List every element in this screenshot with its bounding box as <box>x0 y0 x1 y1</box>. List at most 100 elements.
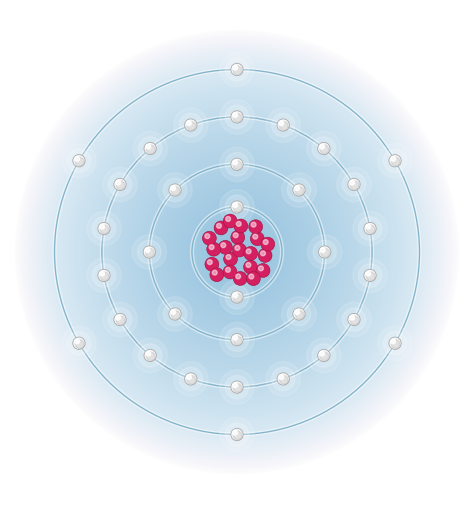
Circle shape <box>169 308 181 321</box>
Circle shape <box>391 157 395 162</box>
Circle shape <box>133 132 167 167</box>
Circle shape <box>225 240 249 265</box>
Circle shape <box>94 110 380 395</box>
Circle shape <box>61 77 413 428</box>
Circle shape <box>249 275 259 285</box>
Circle shape <box>120 136 354 369</box>
Circle shape <box>145 248 150 253</box>
Circle shape <box>215 230 259 275</box>
Circle shape <box>226 269 236 278</box>
Circle shape <box>201 217 273 288</box>
Circle shape <box>233 67 242 76</box>
Circle shape <box>197 213 277 292</box>
Circle shape <box>220 190 254 225</box>
Circle shape <box>132 148 342 357</box>
Circle shape <box>244 247 258 261</box>
Circle shape <box>158 174 316 331</box>
Circle shape <box>75 157 80 162</box>
Circle shape <box>205 258 219 272</box>
Circle shape <box>91 107 383 398</box>
Circle shape <box>64 80 410 425</box>
Circle shape <box>116 181 120 185</box>
Circle shape <box>133 149 341 356</box>
Circle shape <box>307 132 341 167</box>
Circle shape <box>108 173 132 197</box>
Circle shape <box>279 122 284 126</box>
Circle shape <box>20 36 454 469</box>
Circle shape <box>107 122 367 383</box>
Circle shape <box>151 167 323 338</box>
Circle shape <box>87 259 121 293</box>
Circle shape <box>173 109 208 143</box>
Circle shape <box>147 163 327 342</box>
Circle shape <box>277 373 289 385</box>
Circle shape <box>128 143 346 362</box>
Circle shape <box>187 203 287 302</box>
Circle shape <box>169 184 181 197</box>
Circle shape <box>353 212 387 246</box>
Circle shape <box>234 234 243 244</box>
Circle shape <box>131 147 343 358</box>
Circle shape <box>97 113 377 392</box>
Circle shape <box>190 206 284 299</box>
Circle shape <box>231 112 243 124</box>
Circle shape <box>90 106 384 399</box>
Circle shape <box>83 99 391 406</box>
Circle shape <box>169 185 305 320</box>
Circle shape <box>231 231 245 245</box>
Circle shape <box>119 135 355 370</box>
Circle shape <box>146 249 154 258</box>
Circle shape <box>218 234 256 271</box>
Circle shape <box>41 57 433 448</box>
Circle shape <box>226 241 248 264</box>
Circle shape <box>144 349 156 362</box>
Circle shape <box>234 249 240 256</box>
Circle shape <box>126 141 348 364</box>
Circle shape <box>295 310 300 315</box>
Circle shape <box>198 214 276 291</box>
Circle shape <box>187 122 196 131</box>
Circle shape <box>258 267 264 271</box>
Circle shape <box>212 228 262 277</box>
Circle shape <box>158 173 192 208</box>
Circle shape <box>222 238 252 267</box>
Circle shape <box>116 182 125 190</box>
Circle shape <box>231 159 243 171</box>
Circle shape <box>152 168 322 337</box>
Circle shape <box>233 431 242 440</box>
Circle shape <box>214 222 228 235</box>
Circle shape <box>93 109 381 396</box>
Circle shape <box>141 157 333 348</box>
Circle shape <box>72 88 402 417</box>
Circle shape <box>138 137 162 161</box>
Circle shape <box>170 186 304 319</box>
Circle shape <box>139 155 335 350</box>
Circle shape <box>366 226 375 234</box>
Circle shape <box>171 187 303 318</box>
Circle shape <box>46 63 428 442</box>
Circle shape <box>142 158 332 347</box>
Circle shape <box>389 337 401 350</box>
Circle shape <box>171 311 180 320</box>
Circle shape <box>236 275 246 285</box>
Circle shape <box>231 381 243 393</box>
Circle shape <box>219 241 232 255</box>
Circle shape <box>389 155 401 168</box>
Circle shape <box>100 273 109 281</box>
Circle shape <box>225 196 249 219</box>
Circle shape <box>14 30 460 475</box>
Circle shape <box>233 272 247 286</box>
Circle shape <box>160 176 314 329</box>
Circle shape <box>85 102 389 403</box>
Circle shape <box>224 252 237 267</box>
Circle shape <box>231 247 243 258</box>
Circle shape <box>342 173 366 197</box>
Circle shape <box>173 188 301 317</box>
Circle shape <box>50 66 424 439</box>
Circle shape <box>277 120 289 132</box>
Circle shape <box>220 236 254 269</box>
Circle shape <box>22 38 452 467</box>
Circle shape <box>252 223 261 233</box>
Circle shape <box>237 222 241 227</box>
Circle shape <box>146 352 155 361</box>
